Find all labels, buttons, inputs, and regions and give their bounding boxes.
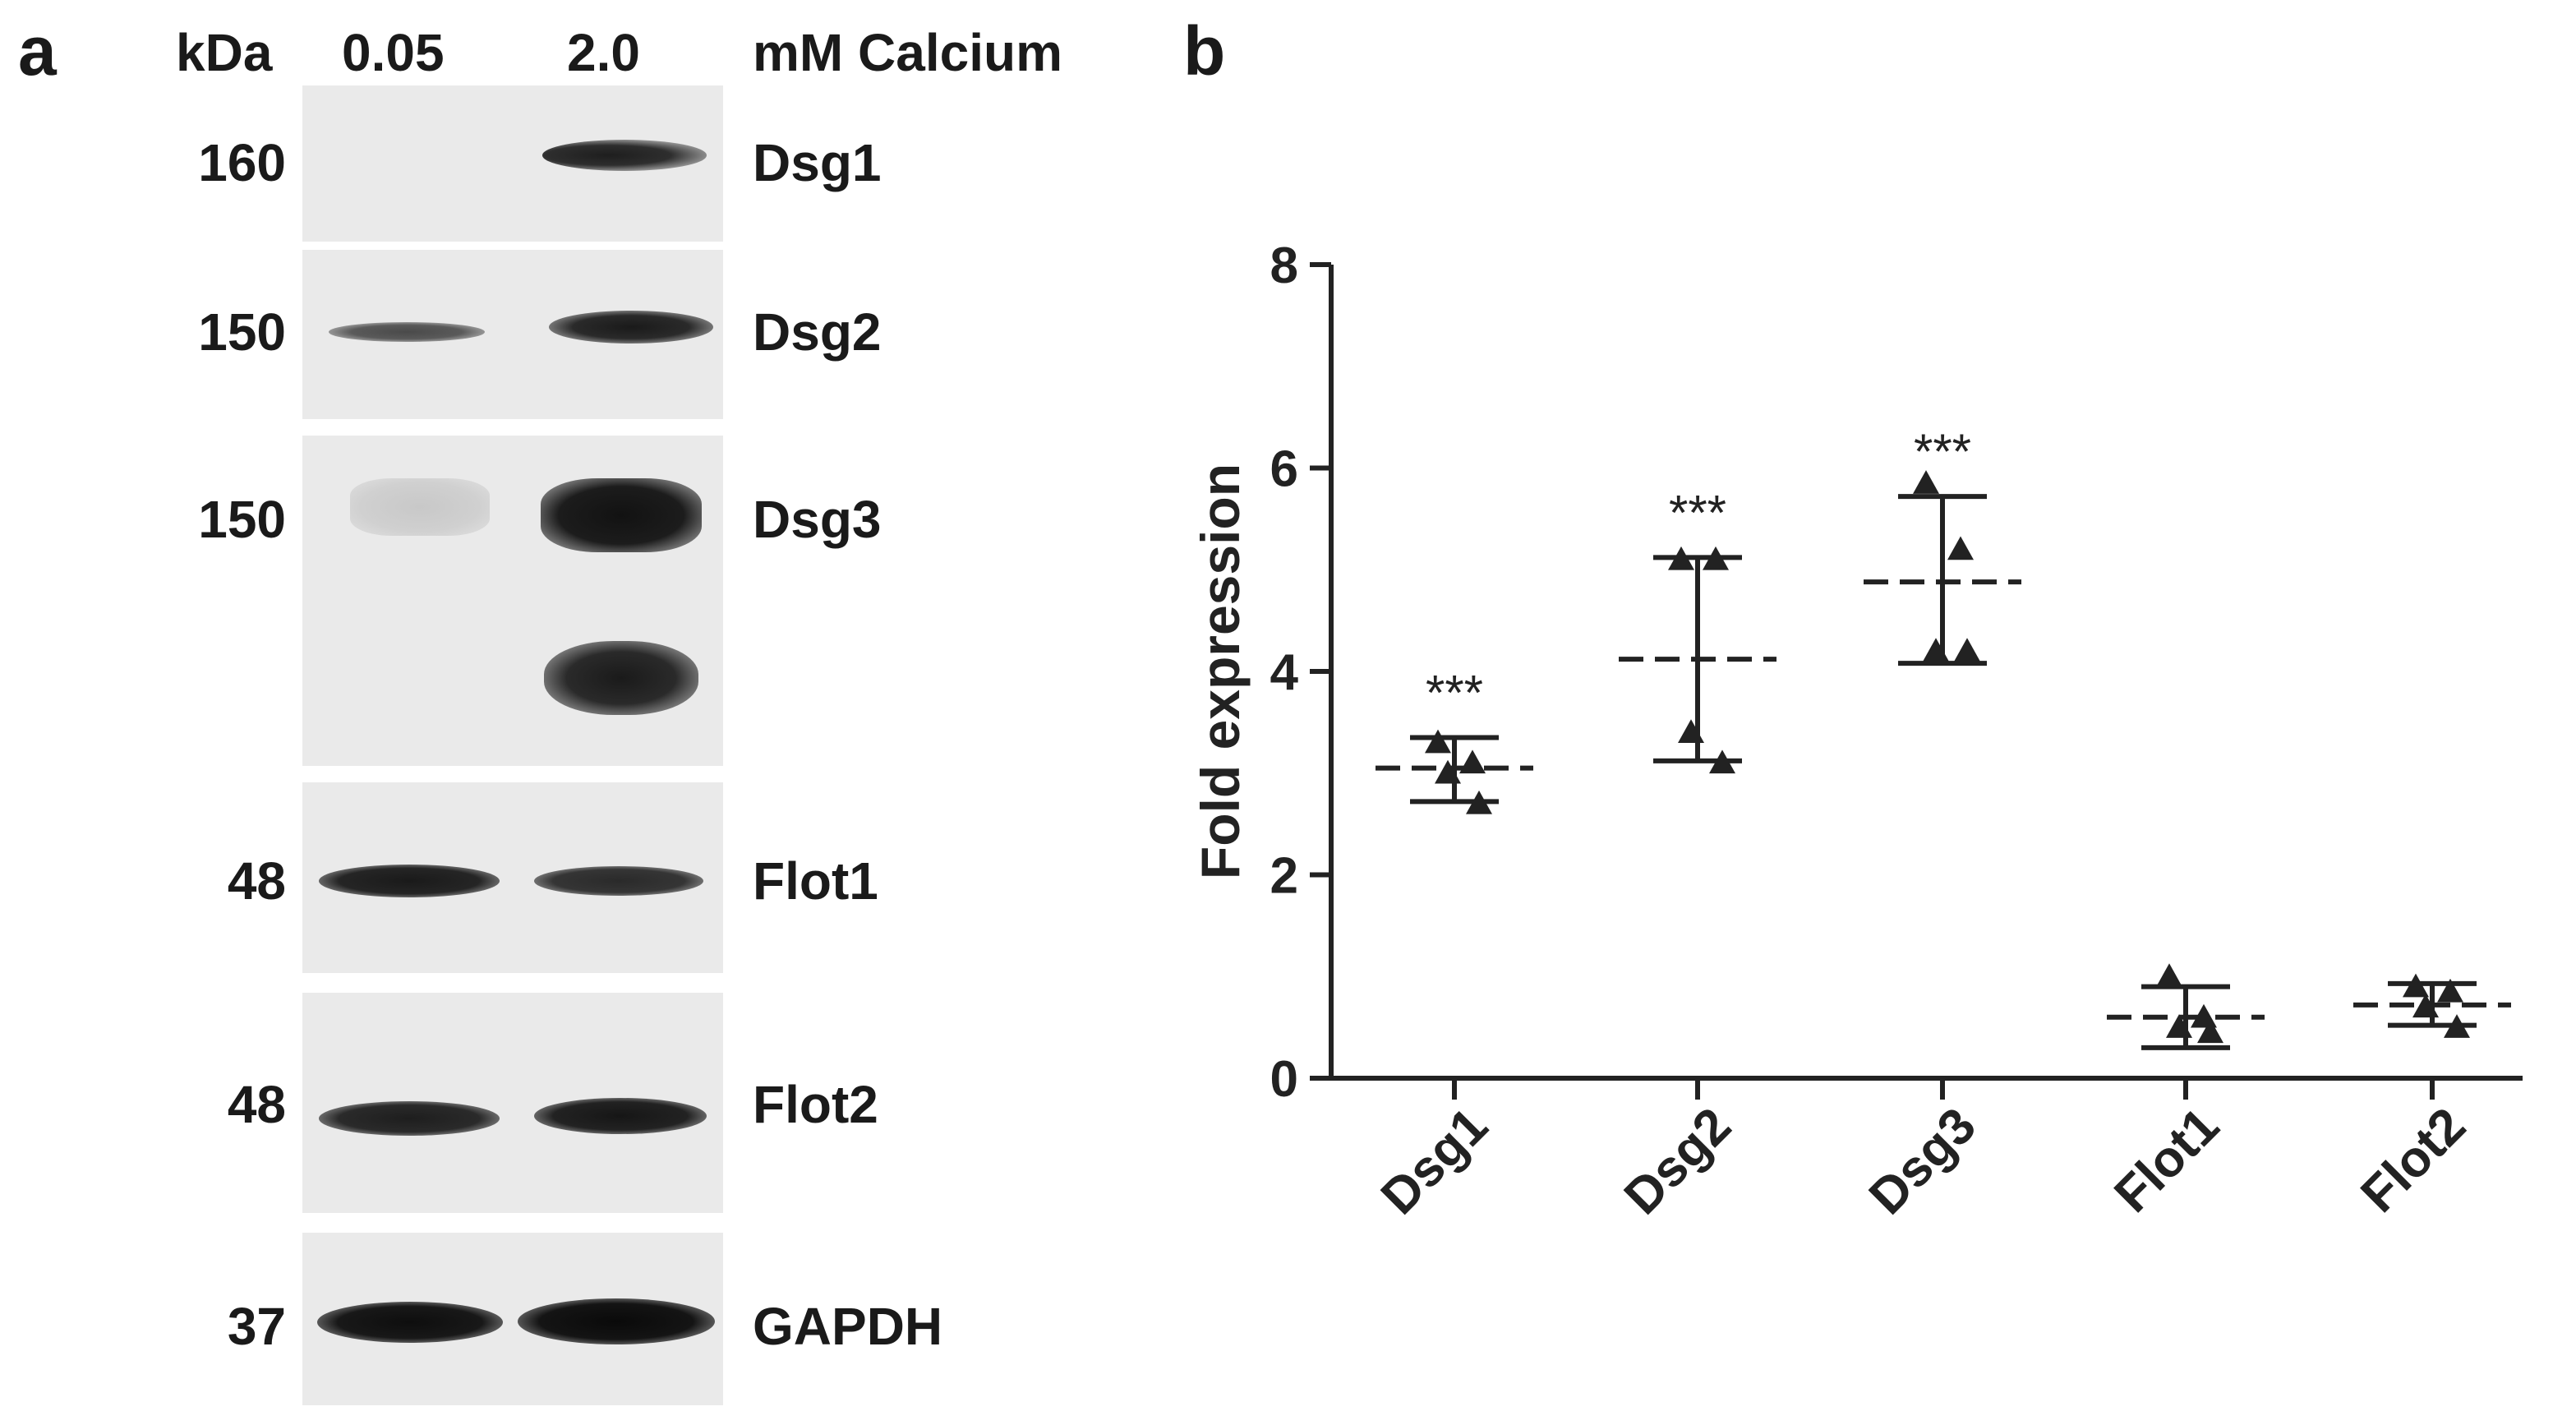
- data-point-triangle: [1425, 729, 1451, 754]
- band-dsg3-low: [350, 478, 490, 536]
- panel-b-label: b: [1183, 12, 1226, 90]
- significance-label: ***: [1426, 665, 1483, 720]
- blot-strip-dsg2: [302, 250, 723, 419]
- y-tick-label: 0: [1270, 1051, 1298, 1108]
- protein-label-dsg1: Dsg1: [753, 133, 882, 192]
- significance-label: ***: [1669, 485, 1726, 540]
- panel-a-label: a: [18, 12, 57, 90]
- kda-label-flot2: 48: [227, 1075, 286, 1134]
- data-point-triangle: [1923, 638, 1949, 662]
- data-point-triangle: [1678, 719, 1704, 744]
- lane-low-calcium-label: 0.05: [342, 23, 445, 82]
- data-point-triangle: [2444, 1014, 2470, 1038]
- blot-strip-dsg1: [302, 85, 723, 242]
- x-tick-label: Flot1: [2104, 1097, 2230, 1224]
- band-dsg1-high: [542, 140, 707, 171]
- protein-label-dsg3: Dsg3: [753, 490, 882, 549]
- kda-label-gapdh: 37: [227, 1297, 286, 1356]
- y-tick-label: 4: [1270, 644, 1299, 701]
- data-point-triangle: [1668, 546, 1694, 570]
- protein-label-flot2: Flot2: [753, 1075, 878, 1134]
- data-point-triangle: [1459, 749, 1486, 774]
- data-point-triangle: [1703, 546, 1729, 570]
- blot-strip-gapdh: [302, 1233, 723, 1405]
- data-point-triangle: [1947, 536, 1974, 560]
- band-dsg3-high-upper: [541, 478, 702, 552]
- kda-header: kDa: [176, 23, 273, 82]
- band-flot1-low: [319, 865, 500, 897]
- y-tick-label: 8: [1270, 238, 1298, 294]
- calcium-condition-label: mM Calcium: [753, 23, 1062, 82]
- band-dsg2-high: [549, 311, 713, 344]
- protein-label-gapdh: GAPDH: [753, 1297, 943, 1356]
- blot-strip-flot2: [302, 993, 723, 1213]
- band-gapdh-low: [317, 1302, 503, 1343]
- protein-label-flot1: Flot1: [753, 851, 878, 911]
- data-point-triangle: [2412, 994, 2439, 1018]
- band-gapdh-high: [518, 1298, 715, 1344]
- data-point-triangle: [1466, 790, 1492, 814]
- y-tick-label: 6: [1270, 441, 1298, 498]
- lane-high-calcium-label: 2.0: [567, 23, 640, 82]
- significance-label: ***: [1914, 424, 1971, 479]
- x-tick-label: Dsg3: [1859, 1097, 1987, 1225]
- blot-strip-flot1: [302, 782, 723, 973]
- y-tick-label: 2: [1270, 848, 1298, 905]
- data-point-triangle: [2156, 963, 2182, 988]
- band-dsg2-low: [329, 322, 485, 342]
- protein-label-dsg2: Dsg2: [753, 302, 882, 362]
- kda-label-dsg2: 150: [198, 302, 286, 362]
- kda-label-dsg1: 160: [198, 133, 286, 192]
- kda-label-dsg3: 150: [198, 490, 286, 549]
- x-tick-label: Flot2: [2350, 1097, 2477, 1224]
- y-axis-label: Fold expression: [1190, 463, 1251, 879]
- data-point-triangle: [2166, 1014, 2192, 1038]
- data-point-triangle: [1709, 749, 1735, 774]
- band-flot1-high: [534, 866, 703, 896]
- kda-label-flot1: 48: [227, 851, 286, 911]
- data-point-triangle: [1913, 470, 1939, 494]
- data-point-triangle: [2197, 1019, 2223, 1044]
- band-flot2-low: [319, 1101, 500, 1136]
- band-flot2-high: [534, 1098, 707, 1134]
- data-point-triangle: [1954, 638, 1980, 662]
- x-tick-label: Dsg2: [1614, 1097, 1742, 1225]
- x-tick-label: Dsg1: [1371, 1097, 1499, 1225]
- data-point-triangle: [2437, 978, 2463, 1003]
- data-point-triangle: [1435, 759, 1461, 784]
- band-dsg3-high-lower: [544, 641, 698, 715]
- blot-strip-dsg3: [302, 436, 723, 766]
- data-point-triangle: [2403, 973, 2429, 998]
